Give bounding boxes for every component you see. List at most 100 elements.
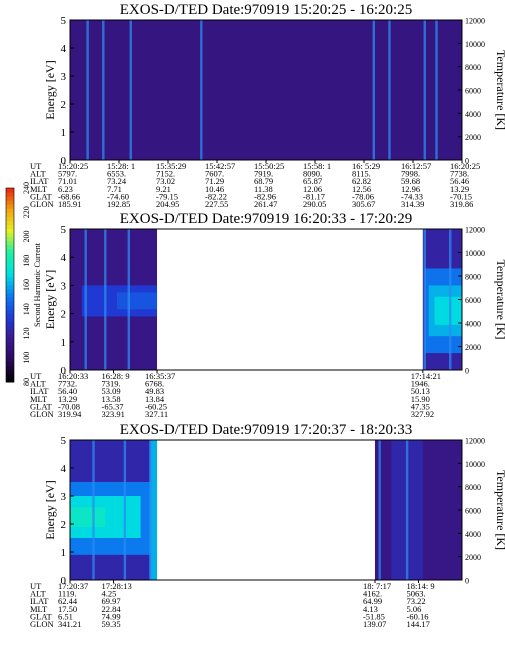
ephemeris-row-label: GLON [30, 619, 54, 629]
y-axis-label: Energy [eV] [43, 270, 57, 329]
ephemeris-value: 74.99 [102, 611, 121, 621]
ephemeris-value: 68.79 [254, 176, 273, 186]
ephemeris-value: 73.24 [107, 176, 127, 186]
y2-tick-label: 10000 [465, 249, 485, 258]
colorbar-segment [6, 280, 14, 286]
ephemeris-value: -81.17 [303, 191, 325, 201]
ephemeris-value: -65.37 [102, 401, 124, 411]
colorbar-segment [6, 220, 14, 225]
panel-title: EXOS-D/TED Date:970919 15:20:25 - 16:20:… [120, 2, 412, 18]
ephemeris-value: 13.29 [58, 394, 77, 404]
colorbar-frame [5, 187, 15, 383]
colorbar-segment [6, 357, 14, 363]
colorbar-segment [6, 361, 14, 367]
y2-tick-label: 6000 [465, 296, 481, 305]
y-tick-label: 5 [61, 15, 67, 27]
colorbar-segment [6, 313, 14, 318]
heatmap-streak [200, 20, 203, 160]
y-tick-label: 2 [61, 309, 67, 321]
y-tick-label: 0 [61, 365, 67, 377]
ephemeris-row-label: GLAT [30, 401, 53, 411]
colorbar-segment [6, 317, 14, 322]
heatmap-band [70, 20, 462, 160]
ephemeris-value: 7.71 [107, 184, 122, 194]
y2-tick-label: 0 [465, 367, 469, 376]
ephemeris-value: 305.67 [352, 199, 375, 209]
colorbar-segment [6, 349, 14, 355]
ephemeris-value: 7919. [254, 169, 273, 179]
colorbar-segment [6, 224, 14, 229]
ephemeris-value: 5.06 [406, 604, 421, 614]
ephemeris-value: 50.13 [411, 386, 430, 396]
y-tick-label: 1 [61, 127, 67, 139]
heatmap-streak [104, 229, 107, 370]
ephemeris-row-label: ALT [30, 169, 47, 179]
colorbar-tick-label: 240 [22, 182, 31, 194]
colorbar-segment [6, 365, 14, 371]
ephemeris-value: 56.46 [450, 176, 469, 186]
ephemeris-value: 15:35:29 [156, 161, 186, 171]
ephemeris-value: 314.39 [401, 199, 424, 209]
y2-axis-label: Temperature [K] [494, 259, 505, 339]
colorbar-segment [6, 216, 14, 221]
y2-tick-label: 12000 [465, 226, 485, 235]
y2-tick-label: 4000 [465, 530, 481, 539]
heatmap-streak [127, 229, 130, 370]
panel-title: EXOS-D/TED Date:970919 16:20:33 - 17:20:… [120, 211, 412, 227]
heatmap-streak [102, 20, 105, 160]
ephemeris-value: 13.58 [102, 394, 121, 404]
y-tick-label: 3 [61, 491, 67, 503]
ephemeris-value: 7319. [102, 379, 121, 389]
ephemeris-value: 17.50 [58, 604, 77, 614]
y2-tick-label: 0 [465, 157, 469, 166]
ephemeris-row-label: UT [30, 581, 42, 591]
ephemeris-value: -78.06 [352, 191, 374, 201]
colorbar-segment [6, 196, 14, 201]
y-tick-label: 1 [61, 337, 67, 349]
ephemeris-value: 69.97 [102, 596, 121, 606]
heatmap-streak [423, 229, 426, 370]
ephemeris-value: 12.06 [303, 184, 322, 194]
ephemeris-value: 53.09 [102, 386, 121, 396]
ephemeris-value: 16: 5:29 [352, 161, 380, 171]
colorbar-segment [6, 264, 14, 270]
ephemeris-value: 62.82 [352, 176, 371, 186]
ephemeris-value: 12.56 [352, 184, 371, 194]
colorbar-segment [6, 337, 14, 343]
colorbar-segment [6, 268, 14, 274]
ephemeris-value: 17:28:13 [102, 581, 132, 591]
ephemeris-value: 204.95 [156, 199, 179, 209]
ephemeris-value: 11.38 [254, 184, 273, 194]
y-tick-label: 5 [61, 224, 67, 236]
heatmap-streak [92, 440, 95, 580]
colorbar-segment [6, 232, 14, 237]
ephemeris-value: 15:58: 1 [303, 161, 331, 171]
heatmap-streak [435, 20, 438, 160]
ephemeris-value: 319.86 [450, 199, 473, 209]
ephemeris-value: 47.35 [411, 401, 430, 411]
ephemeris-row-label: UT [30, 161, 42, 171]
ephemeris-row-label: ILAT [30, 176, 49, 186]
y-axis-label: Energy [eV] [43, 60, 57, 119]
heatmap-streak [423, 20, 426, 160]
ephemeris-value: 261.47 [254, 199, 277, 209]
colorbar-tick-label: 140 [22, 303, 31, 315]
ephemeris-value: 290.05 [303, 199, 326, 209]
ephemeris-value: 15:50:25 [254, 161, 284, 171]
ephemeris-value: 49.83 [145, 386, 164, 396]
colorbar-segment [6, 260, 14, 266]
colorbar-segment [6, 256, 14, 262]
colorbar-segment [6, 345, 14, 351]
heatmap-streak [86, 20, 89, 160]
ephemeris-value: 15:42:57 [205, 161, 235, 171]
ephemeris-value: 1946. [411, 379, 430, 389]
colorbar-segment [6, 244, 14, 250]
ephemeris-value: 16:35:37 [145, 371, 175, 381]
y-axis-label: Energy [eV] [43, 480, 57, 539]
heatmap-band [117, 292, 158, 310]
colorbar-tick-label: 200 [22, 231, 31, 243]
ephemeris-value: 16:12:57 [401, 161, 431, 171]
ephemeris-value: 56.40 [58, 386, 77, 396]
ephemeris-row-label: ILAT [30, 386, 49, 396]
ephemeris-value: -60.25 [145, 401, 167, 411]
